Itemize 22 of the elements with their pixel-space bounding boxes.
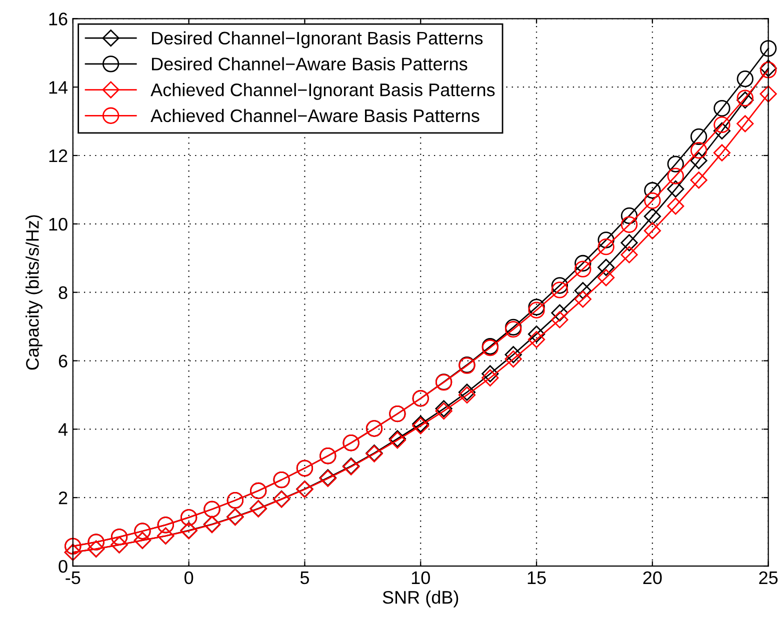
y-tick-label: 2 bbox=[58, 492, 68, 504]
y-axis-title: Capacity (bits/s/Hz) bbox=[26, 215, 42, 370]
y-tick-label: 0 bbox=[58, 560, 68, 573]
y-tick-label: 10 bbox=[49, 218, 68, 231]
x-axis-title: SNR (dB) bbox=[382, 590, 458, 608]
x-tick-label: -5 bbox=[66, 572, 80, 584]
y-tick-label: 6 bbox=[58, 354, 68, 368]
y-tick-label: 4 bbox=[58, 423, 68, 436]
x-tick-label: 10 bbox=[412, 571, 430, 584]
legend-label: Achieved Channel−Aware Basis Patterns bbox=[150, 108, 480, 122]
x-tick-label: 20 bbox=[643, 571, 662, 584]
legend-label: Desired Channel−Ignorant Basis Patterns bbox=[152, 31, 483, 48]
legend-label: Desired Channel−Aware Basis Patterns bbox=[152, 57, 468, 70]
x-tick-label: 25 bbox=[759, 571, 778, 584]
legend-label: Achieved Channel−Ignorant Basis Patterns bbox=[150, 83, 495, 100]
y-tick-label: 14 bbox=[49, 81, 68, 94]
x-tick-label: 15 bbox=[528, 572, 546, 584]
x-tick-label: 0 bbox=[184, 571, 194, 584]
y-tick-label: 8 bbox=[58, 286, 68, 300]
x-tick-label: 5 bbox=[300, 572, 309, 584]
y-tick-label: 12 bbox=[49, 149, 68, 162]
y-tick-label: 16 bbox=[49, 12, 68, 26]
